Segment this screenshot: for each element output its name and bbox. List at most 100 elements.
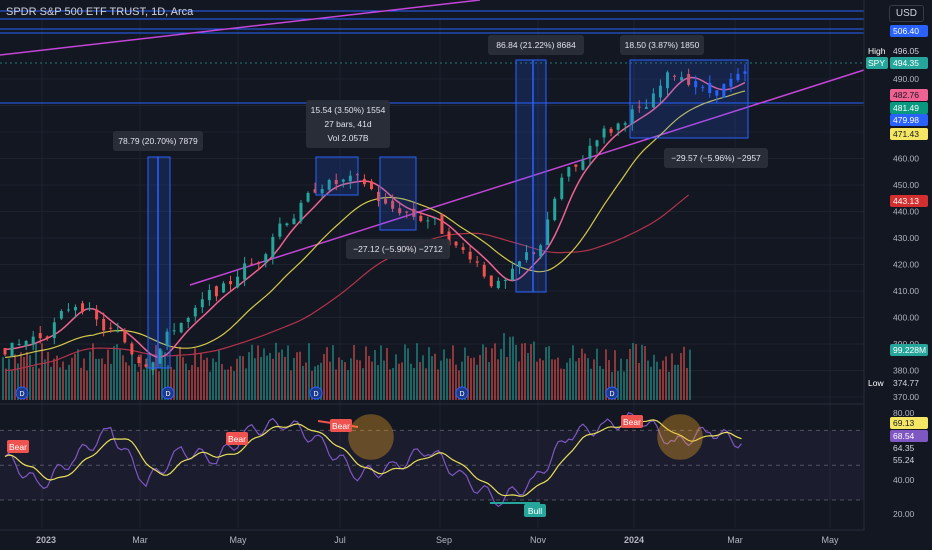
price-label: 374.77 xyxy=(893,378,919,388)
candle-body xyxy=(489,275,493,287)
candle-body xyxy=(243,263,247,280)
price-tick-label: 450.00 xyxy=(893,180,919,190)
volume-bar xyxy=(47,351,49,400)
price-label: 494.35 xyxy=(893,58,919,68)
volume-bar xyxy=(467,355,469,400)
volume-bar xyxy=(572,345,574,400)
volume-bar xyxy=(212,358,214,400)
volume-bar xyxy=(650,366,652,400)
volume-bar xyxy=(233,371,235,400)
candle-body xyxy=(88,308,92,310)
volume-bar xyxy=(578,358,580,400)
candle-body xyxy=(736,73,740,81)
candle-body xyxy=(320,189,324,194)
volume-bar xyxy=(440,360,442,400)
dividend-label: D xyxy=(313,391,318,398)
volume-bar xyxy=(77,349,79,400)
volume-bar xyxy=(95,358,97,400)
candle-body xyxy=(468,251,472,260)
volume-bar xyxy=(23,357,25,400)
price-label-box xyxy=(890,417,928,429)
rsi-tick-label: 40.00 xyxy=(893,475,915,485)
volume-bar xyxy=(500,349,502,400)
volume-bar xyxy=(17,363,19,400)
volume-bar xyxy=(134,363,136,400)
volume-bar xyxy=(236,358,238,400)
price-label: 479.98 xyxy=(893,115,919,125)
price-label: 496.05 xyxy=(893,46,919,56)
volume-bar xyxy=(557,357,559,400)
price-label: 482.76 xyxy=(893,90,919,100)
volume-bar xyxy=(689,349,691,400)
price-tag xyxy=(866,45,888,57)
price-label-box xyxy=(890,114,928,126)
volume-bar xyxy=(674,364,676,400)
volume-bar xyxy=(464,347,466,400)
volume-bar xyxy=(86,370,88,400)
candle-body xyxy=(334,179,338,185)
candle-body xyxy=(496,280,500,289)
signal-tag xyxy=(524,504,546,517)
volume-bar xyxy=(317,365,319,400)
candle-body xyxy=(412,208,416,217)
volume-bar xyxy=(530,344,532,400)
signal-tag xyxy=(621,415,643,428)
candle-body xyxy=(179,322,183,333)
volume-bar xyxy=(683,346,685,400)
volume-bar xyxy=(161,350,163,400)
volume-bar xyxy=(14,354,16,400)
volume-bar xyxy=(347,370,349,400)
currency-button[interactable]: USD xyxy=(888,5,924,22)
price-label-box xyxy=(890,430,928,442)
volume-bar xyxy=(659,369,661,400)
measure-box xyxy=(148,157,170,368)
candle-body xyxy=(313,189,317,193)
annotation-text: 86.84 (21.22%) 8684 xyxy=(496,40,576,50)
volume-bar xyxy=(509,336,511,400)
candle-body xyxy=(229,281,233,285)
sma-fast-line xyxy=(4,76,746,358)
candle-body xyxy=(581,160,585,170)
annotation-box xyxy=(113,131,203,151)
volume-bar xyxy=(482,344,484,400)
volume-bar xyxy=(449,358,451,400)
time-axis-label: Jul xyxy=(334,535,346,545)
volume-bar xyxy=(581,348,583,400)
highlight-circle xyxy=(348,414,394,460)
time-axis-label: Mar xyxy=(132,535,148,545)
volume-bar xyxy=(344,362,346,400)
candle-body xyxy=(165,331,169,347)
price-label-box xyxy=(890,454,928,466)
price-tick-label: 370.00 xyxy=(893,392,919,402)
volume-bar xyxy=(560,368,562,400)
signal-label: Bear xyxy=(228,434,246,444)
volume-bar xyxy=(398,363,400,400)
candle-body xyxy=(95,309,99,320)
candle-body xyxy=(658,85,662,98)
volume-bar xyxy=(515,344,517,400)
volume-bar xyxy=(185,363,187,400)
volume-bar xyxy=(155,345,157,400)
volume-bar xyxy=(545,347,547,400)
volume-bar xyxy=(203,359,205,400)
trendline xyxy=(0,0,481,56)
candle-body xyxy=(729,78,733,87)
volume-bar xyxy=(110,363,112,400)
candle-body xyxy=(59,311,63,319)
volume-bar xyxy=(374,350,376,400)
volume-bar xyxy=(20,352,22,400)
volume-bar xyxy=(617,371,619,400)
candle-body xyxy=(567,167,571,177)
volume-bar xyxy=(266,355,268,400)
signal-tag xyxy=(7,440,29,453)
volume-bar xyxy=(92,343,94,400)
volume-bar xyxy=(272,358,274,400)
price-tick-label: 490.00 xyxy=(893,74,919,84)
volume-bar xyxy=(50,366,52,400)
signal-label: Bull xyxy=(528,506,542,516)
annotation-text: 18.50 (3.87%) 1850 xyxy=(625,40,700,50)
price-tag-label: SPY xyxy=(868,58,885,68)
candle-body xyxy=(369,181,373,190)
volume-bar xyxy=(548,346,550,400)
